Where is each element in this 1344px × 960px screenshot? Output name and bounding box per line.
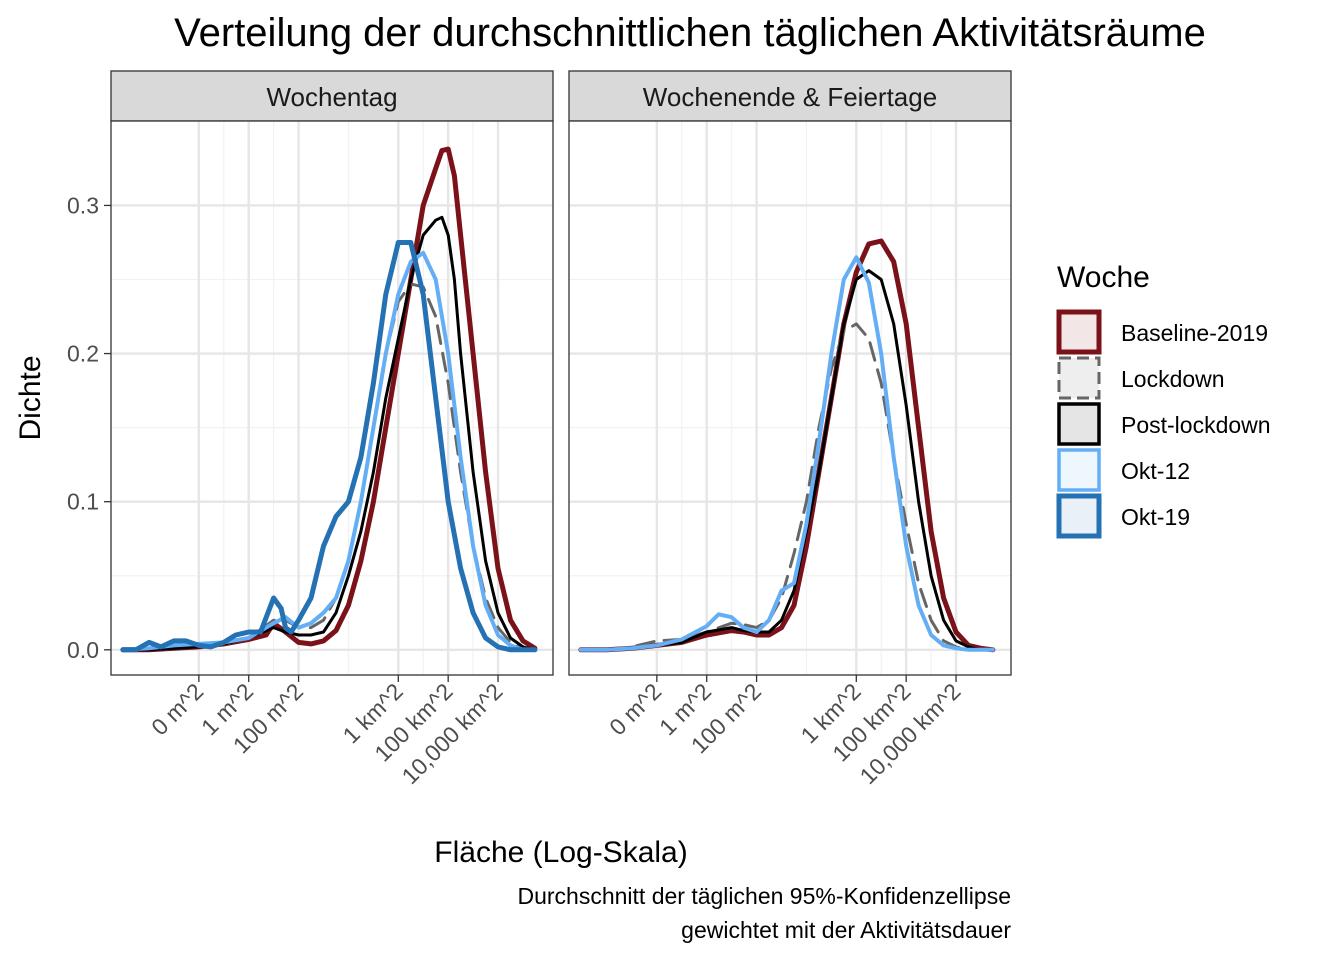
caption-line-1: Durchschnitt der täglichen 95%-Konfidenz… <box>517 883 1011 909</box>
legend-item-lockdown: Lockdown <box>1057 356 1225 400</box>
panel-border <box>110 120 554 676</box>
legend: Woche Baseline-2019 Lockdown Post-lockdown… <box>1056 261 1271 539</box>
x-tick-label: 0 m^2 <box>146 678 208 740</box>
legend-label: Okt-12 <box>1121 458 1190 484</box>
density-line-okt-12 <box>120 250 537 652</box>
density-line-okt-12 <box>578 255 995 652</box>
facet-strip-label: Wochentag <box>266 82 397 112</box>
panel-background <box>111 121 553 675</box>
legend-key <box>1057 402 1101 446</box>
facet-strip-label: Wochenende & Feiertage <box>643 82 937 112</box>
legend-item-okt-19: Okt-19 <box>1056 493 1190 539</box>
legend-key <box>1057 448 1101 492</box>
legend-item-post-lockdown: Post-lockdown <box>1057 402 1271 446</box>
legend-key <box>1056 493 1102 539</box>
legend-label: Post-lockdown <box>1121 412 1271 438</box>
chart-title: Verteilung der durchschnittlichen täglic… <box>174 11 1206 55</box>
density-line-post-lockdown <box>579 269 995 652</box>
legend-item-baseline-2019: Baseline-2019 <box>1056 309 1268 355</box>
x-axis-title: Fläche (Log-Skala) <box>434 836 687 869</box>
facet-strip <box>110 70 554 122</box>
y-tick-label: 0.3 <box>67 192 99 218</box>
caption-line-2: gewichtet mit der Aktivitätsdauer <box>681 917 1011 943</box>
y-tick-label: 0.0 <box>67 637 99 663</box>
y-tick-label: 0.2 <box>67 341 99 367</box>
legend-title: Woche <box>1057 261 1150 294</box>
legend-item-okt-12: Okt-12 <box>1057 448 1190 492</box>
panel-background <box>569 121 1011 675</box>
legend-label: Lockdown <box>1121 366 1225 392</box>
legend-label: Okt-19 <box>1121 504 1190 530</box>
y-tick-label: 0.1 <box>67 489 99 515</box>
legend-key <box>1056 309 1102 355</box>
facet-strip <box>568 70 1012 122</box>
legend-key <box>1057 356 1101 400</box>
legend-label: Baseline-2019 <box>1121 320 1268 346</box>
panel-border <box>568 120 1012 676</box>
x-tick-label: 0 m^2 <box>604 678 666 740</box>
y-axis-title: Dichte <box>14 355 47 440</box>
density-line-okt-19 <box>120 240 538 653</box>
